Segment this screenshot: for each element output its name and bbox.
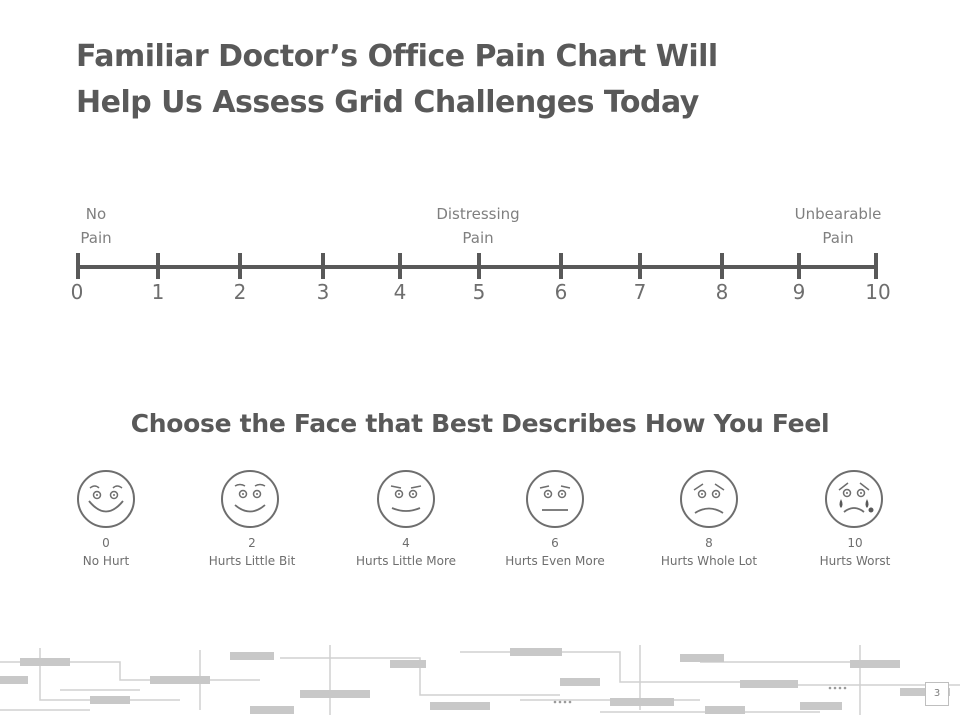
face-hurts-even-more-icon[interactable] (525, 468, 585, 530)
scale-tick-2: 2 (233, 280, 247, 304)
face-text: Hurts Whole Lot (660, 554, 758, 568)
face-value: 2 (248, 536, 256, 550)
scale-label-unbearable-pain: Unbearable Pain (778, 202, 898, 250)
face-text: Hurts Even More (505, 554, 605, 568)
face-text: Hurts Little Bit (208, 554, 296, 568)
scale-label-line: Pain (462, 229, 494, 247)
face-value: 10 (847, 536, 863, 550)
scale-tick-5: 5 (472, 280, 486, 304)
scale-tick-3: 3 (316, 280, 330, 304)
scale-label-no-pain: No Pain (66, 202, 126, 250)
scale-label-line: Distressing (436, 205, 520, 223)
face-hurts-little-bit-icon[interactable] (220, 468, 280, 530)
face-label-2: 2 Hurts Little Bit (162, 534, 342, 570)
face-hurts-little-more-icon[interactable] (376, 468, 436, 530)
face-no-hurt-icon[interactable] (76, 468, 136, 530)
face-label-10: 10 Hurts Worst (765, 534, 945, 570)
face-label-4: 4 Hurts Little More (316, 534, 496, 570)
faces-heading: Choose the Face that Best Describes How … (130, 409, 830, 438)
scale-tick-9: 9 (792, 280, 806, 304)
scale-label-line: Pain (822, 229, 854, 247)
scale-label-line: Unbearable (794, 205, 882, 223)
slide-title-line-2: Help Us Assess Grid Challenges Today (76, 85, 699, 120)
face-hurts-worst-icon[interactable] (824, 468, 884, 530)
face-value: 6 (551, 536, 559, 550)
page-number: 3 (925, 682, 949, 706)
scale-tick-7: 7 (633, 280, 647, 304)
face-hurts-whole-lot-icon[interactable] (679, 468, 739, 530)
pain-scale-line (76, 253, 878, 279)
scale-label-line: Pain (80, 229, 112, 247)
face-text: Hurts Little More (355, 554, 457, 568)
slide-title-line-1: Familiar Doctor’s Office Pain Chart Will (76, 39, 718, 74)
scale-tick-8: 8 (715, 280, 729, 304)
scale-label-line: No (85, 205, 107, 223)
face-label-0: 0 No Hurt (16, 534, 196, 570)
face-value: 4 (402, 536, 410, 550)
scale-tick-6: 6 (554, 280, 568, 304)
face-text: Hurts Worst (819, 554, 891, 568)
face-label-6: 6 Hurts Even More (465, 534, 645, 570)
face-label-8: 8 Hurts Whole Lot (619, 534, 799, 570)
face-value: 0 (102, 536, 110, 550)
scale-tick-4: 4 (393, 280, 407, 304)
slide-title: Familiar Doctor’s Office Pain Chart Will… (76, 34, 896, 126)
circuit-board-decoration (0, 645, 960, 715)
face-value: 8 (705, 536, 713, 550)
scale-label-distressing-pain: Distressing Pain (418, 202, 538, 250)
scale-tick-10: 10 (865, 280, 891, 304)
face-text: No Hurt (82, 554, 130, 568)
scale-tick-0: 0 (70, 280, 84, 304)
scale-tick-1: 1 (151, 280, 165, 304)
